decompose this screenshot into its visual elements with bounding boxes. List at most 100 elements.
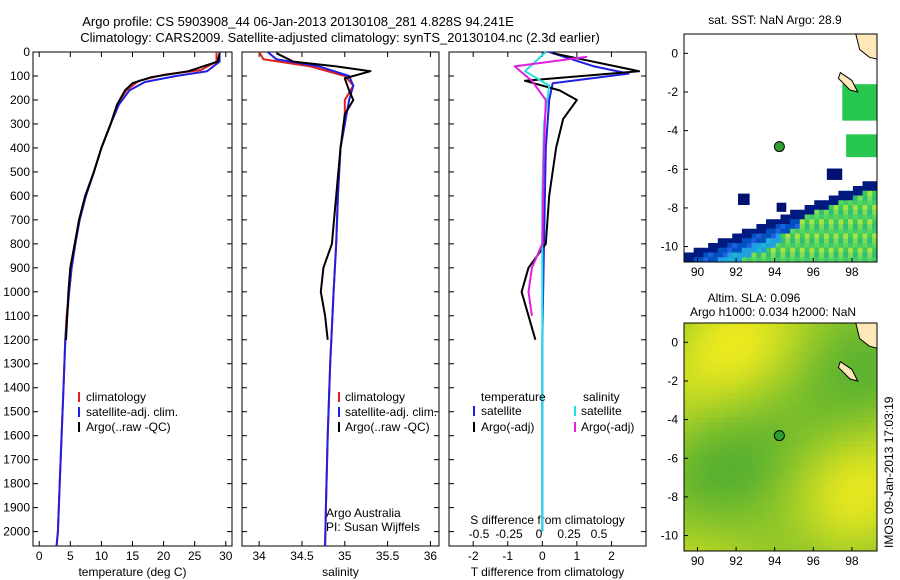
sla-cell: [703, 384, 709, 391]
sla-cell: [852, 342, 859, 348]
sla-cell: [809, 494, 815, 500]
sst-cell: [867, 247, 873, 254]
sla-cell: [761, 522, 767, 528]
sla-cell: [775, 456, 782, 462]
sla-cell: [838, 541, 844, 547]
sla-cell: [737, 327, 743, 334]
sla-cell: [799, 418, 806, 424]
sst-cell: [852, 219, 859, 225]
sst-cell: [814, 205, 820, 211]
sla-cell: [794, 513, 801, 519]
sst-cell: [843, 209, 849, 216]
sla-cell: [746, 332, 753, 338]
sla-cell: [872, 389, 877, 395]
sla-cell: [785, 370, 791, 376]
sla-cell: [804, 351, 811, 357]
sla-cell: [717, 546, 724, 551]
sla-cell: [703, 513, 709, 519]
sla-cell: [780, 456, 786, 462]
sla-cell: [819, 508, 825, 514]
sla-cell: [872, 441, 877, 448]
sla-cell: [790, 527, 796, 533]
sla-cell: [746, 475, 753, 481]
sla-cell: [746, 327, 753, 334]
sst-cell: [857, 190, 864, 197]
sla-cell: [732, 484, 738, 490]
sla-cell: [857, 356, 864, 362]
sla-cell: [746, 408, 753, 414]
sla-cell: [843, 389, 849, 395]
sla-cell: [790, 498, 796, 505]
sla-cell: [751, 403, 757, 410]
sla-cell: [684, 342, 690, 348]
sla-cell: [862, 513, 868, 519]
sla-cell: [823, 413, 830, 419]
y-tick-label: -8: [667, 201, 678, 215]
sla-cell: [799, 451, 806, 457]
sla-cell: [737, 456, 743, 462]
sla-cell: [828, 527, 835, 533]
sla-cell: [775, 337, 782, 343]
sla-cell: [737, 413, 743, 419]
sla-cell: [698, 394, 704, 400]
sla-cell: [804, 479, 811, 486]
sla-cell: [823, 460, 830, 467]
sla-cell: [790, 546, 796, 551]
sla-cell: [790, 513, 796, 519]
sla-cell: [790, 389, 796, 395]
sst-cell: [790, 209, 796, 216]
sla-cell: [732, 361, 738, 367]
sla-cell: [693, 465, 700, 471]
sla-cell: [857, 541, 864, 547]
sla-cell: [799, 327, 806, 334]
sla-cell: [852, 370, 859, 376]
sst-cell: [717, 243, 724, 249]
sla-cell: [684, 522, 690, 528]
sla-cell: [857, 413, 864, 419]
sla-cell: [838, 513, 844, 519]
sst-cell: [862, 186, 868, 192]
sla-cell: [872, 470, 877, 476]
sla-cell: [751, 465, 757, 471]
sla-cell: [872, 351, 877, 357]
sst-cell: [794, 238, 801, 244]
sla-cell: [823, 456, 830, 462]
sst-cell: [751, 243, 757, 249]
sst-cell: [790, 257, 796, 262]
sla-cell: [770, 513, 777, 519]
sla-cell: [741, 327, 748, 334]
sst-cell: [809, 228, 815, 235]
sst-cell: [857, 205, 864, 211]
sla-cell: [785, 508, 791, 514]
sla-cell: [848, 337, 854, 343]
sla-cell: [809, 532, 815, 538]
sla-cell: [799, 389, 806, 395]
sla-cell: [790, 384, 796, 391]
sla-cell: [823, 489, 830, 495]
sla-cell: [848, 546, 854, 551]
sla-cell: [828, 460, 835, 467]
sla-cell: [703, 375, 709, 381]
sla-cell: [766, 384, 772, 391]
sst-cell: [857, 228, 864, 235]
sla-cell: [799, 527, 806, 533]
sst-cell: [746, 257, 753, 262]
sla-cell: [766, 465, 772, 471]
sla-cell: [688, 380, 695, 386]
sst-cell: [843, 190, 849, 197]
sst-cell: [867, 214, 873, 220]
sst-cell: [823, 200, 830, 206]
sla-cell: [727, 465, 733, 471]
sla-cell: [857, 536, 864, 543]
sla-map-title-line-1: Altim. SLA: 0.096: [708, 291, 801, 305]
sla-cell: [867, 403, 873, 410]
sla-cell: [780, 484, 786, 490]
sla-cell: [804, 546, 811, 551]
sla-cell: [799, 536, 806, 543]
sla-cell: [727, 532, 733, 538]
sla-cell: [799, 498, 806, 505]
sla-cell: [872, 365, 877, 372]
sla-cell: [848, 389, 854, 395]
sla-cell: [708, 517, 714, 524]
